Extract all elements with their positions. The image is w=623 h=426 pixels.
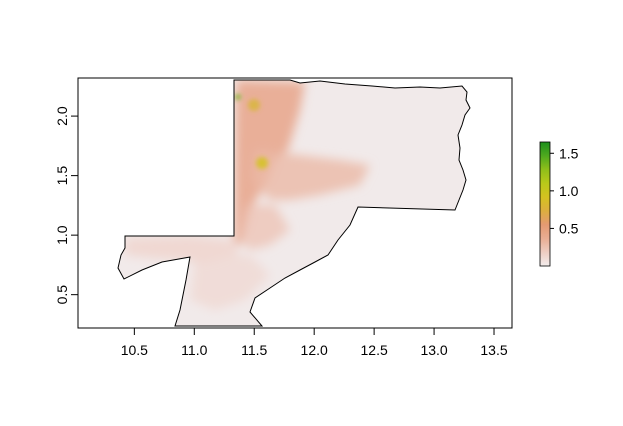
x-tick-label: 13.5 [480, 342, 507, 358]
map-region [117, 79, 471, 327]
hotspot-lower-branch [240, 205, 290, 250]
y-tick-label: 2.0 [54, 106, 70, 126]
region-outline [117, 79, 471, 327]
hotspot-south-lobe [190, 255, 270, 310]
x-axis: 10.5 11.0 11.5 12.0 12.5 13.0 13.5 [121, 328, 508, 358]
hotspot-yellow-north [248, 99, 260, 111]
y-tick-label: 1.5 [54, 166, 70, 186]
x-tick-label: 10.5 [121, 342, 148, 358]
hotspot-west-strip [125, 236, 240, 262]
legend-color-bar [539, 141, 551, 267]
x-tick-label: 12.0 [301, 342, 328, 358]
color-legend: 1.5 1.0 0.5 [539, 141, 579, 267]
legend-tick-label: 1.0 [559, 183, 579, 199]
legend-tick-label: 0.5 [559, 220, 579, 236]
y-axis: 0.5 1.0 1.5 2.0 [54, 106, 78, 304]
x-tick-label: 11.5 [241, 342, 267, 358]
x-tick-label: 12.5 [361, 342, 388, 358]
x-tick-label: 11.0 [181, 342, 207, 358]
y-tick-label: 0.5 [54, 285, 70, 305]
raster-hotspots [125, 80, 370, 310]
y-tick-label: 1.0 [54, 225, 70, 245]
hotspot-green-edge [235, 94, 241, 100]
legend-tick-label: 1.5 [559, 145, 579, 161]
x-tick-label: 13.0 [420, 342, 447, 358]
hotspot-central-arm [252, 150, 370, 200]
plot-frame [77, 77, 513, 329]
legend-ticks: 1.5 1.0 0.5 [550, 145, 579, 236]
hotspot-yellow-center [256, 157, 268, 169]
